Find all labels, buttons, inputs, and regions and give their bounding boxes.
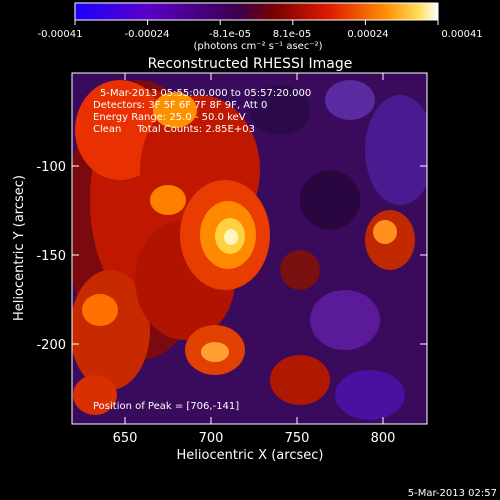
colorbar-tick-label: -0.00024 xyxy=(125,29,170,40)
y-tick-label: -150 xyxy=(36,249,66,264)
colorbar-tick-label: -0.00041 xyxy=(38,29,83,40)
colorbar-tick-label: 8.1e-05 xyxy=(273,29,311,40)
y-axis-label: Heliocentric Y (arcsec) xyxy=(12,175,27,321)
y-tick-label: -200 xyxy=(36,338,66,353)
x-axis-ticks xyxy=(124,73,384,424)
info-line-energy-range: Energy Range: 25.0 - 50.0 keV xyxy=(93,112,246,123)
x-tick-label: 800 xyxy=(371,431,396,446)
colorbar-tick-label: 0.00041 xyxy=(441,29,482,40)
colorbar-tick-label: -8.1e-05 xyxy=(209,29,251,40)
x-tick-label: 650 xyxy=(113,431,138,446)
colorbar-strip xyxy=(74,2,439,21)
rhessi-image xyxy=(72,73,427,424)
colorbar: -0.00041 -0.00024 -8.1e-05 8.1e-05 0.000… xyxy=(38,2,483,52)
y-tick-label: -100 xyxy=(36,160,66,175)
plot-timestamp: 5-Mar-2013 02:57 xyxy=(408,488,497,499)
x-tick-label: 750 xyxy=(285,431,310,446)
info-line-clean-counts: Clean Total Counts: 2.85E+03 xyxy=(93,124,255,135)
colorbar-ticks xyxy=(74,20,439,25)
colorbar-tick-label: 0.00024 xyxy=(347,29,388,40)
image-frame xyxy=(71,72,428,425)
x-tick-label: 700 xyxy=(199,431,224,446)
info-line-detectors: Detectors: 3F 5F 6F 7F 8F 9F, Att 0 xyxy=(93,100,267,111)
info-line-time-range: 5-Mar-2013 05:55:00.000 to 05:57:20.000 xyxy=(100,88,311,99)
x-axis-label: Heliocentric X (arcsec) xyxy=(177,448,324,463)
colorbar-units-label: (photons cm⁻² s⁻¹ asec⁻²) xyxy=(193,41,322,52)
image-title: Reconstructed RHESSI Image xyxy=(148,56,353,72)
y-axis-ticks xyxy=(72,165,427,345)
peak-position-label: Position of Peak = [706,-141] xyxy=(93,401,239,412)
